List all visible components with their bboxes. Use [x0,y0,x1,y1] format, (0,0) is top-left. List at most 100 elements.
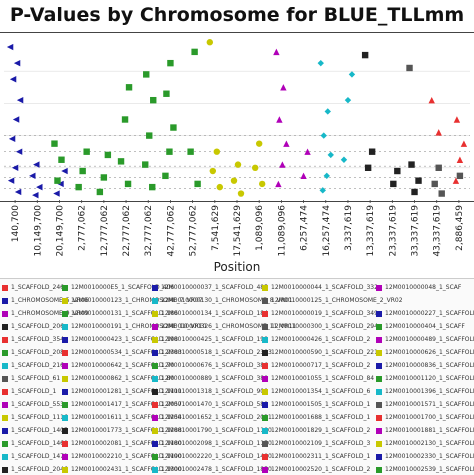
legend-item-7-0: 1_SCAFFOLD_61 [2,373,60,385]
legend-item-11-3: 12M0010001829_1_SCAFFOLD_2 [262,425,370,437]
x-tick-label-6: 32,777,062 [144,205,154,257]
data-point-s1-4 [79,167,86,175]
data-point-s4-4 [323,172,330,180]
legend-swatch [376,336,382,343]
data-point-s4-5 [319,187,326,194]
legend-item-10-4: 12M0010001700_1_SCAFFOLD [376,412,474,424]
legend-swatch [62,375,68,382]
legend-swatch [2,284,8,291]
data-point-s1-15 [146,132,153,139]
legend-item-3-0: 1_SCAFFOLD_206 [2,321,64,333]
data-point-s5-5 [408,161,415,168]
data-point-s2-1 [213,148,221,155]
x-tick-label-8: 52,777,062 [189,205,199,257]
legend-item-5-0: 1_SCAFFOLD_208 [2,347,64,359]
legend-swatch [2,310,8,317]
legend-label: 12M0010001470_1_SCAFFOLD_588 [161,401,268,408]
legend-label: 12M0010001318_1_SCAFFOLD_900 [161,388,268,395]
x-tick-label-7: 42,777,062 [166,205,176,257]
legend-item-14-1: 12M0010002431_1_SCAFFOLD_1300 [62,464,182,475]
legend-label: 12M0010002311_1_SCAFFOLD_1 [271,453,371,460]
data-point-s0-0 [6,43,14,51]
legend-item-6-1: 12M0010000642_1_SCAFFOLD_70 [62,360,174,372]
legend-label: 1_CHROMOSOME_5_VR06 [11,297,89,304]
x-tick-label-15: 3,337,619 [344,205,354,251]
legend-item-9-0: 1_SCAFFOLD_553 [2,399,64,411]
legend-panel: 1_SCAFFOLD_246 12M0010000E5_1_SCAFFOLD_40… [0,278,474,475]
legend-swatch [2,466,8,473]
legend-label: 12M0010002130_1_SCAFFOLD [385,440,474,447]
legend-swatch [62,336,68,343]
data-point-s1-20 [170,124,177,131]
legend-swatch [376,362,382,369]
legend-label: 12M0010002539_1_SCAFFOLD [385,466,474,473]
legend-swatch [152,310,158,317]
legend-label: 12M0010001688_1_SCAFFOLD_1 [271,414,371,421]
data-point-s3-7 [300,172,307,180]
legend-item-8-1: 12M0010001281_1_SCAFFOLD_1111 [62,386,182,398]
legend-swatch [2,401,8,408]
legend-label: 1_SCAFFOLD_208 [11,349,64,356]
legend-item-8-3: 12M0010001354_1_SCAFFOLD_6 [262,386,370,398]
legend-swatch [152,427,158,434]
data-point-s1-23 [191,48,198,56]
legend-item-1-1: 12M0010000123_1_CHROMOSOME_7_VR07 [62,295,203,307]
legend-label: 12M0010001505_1_SCAFFOLD_1 [271,401,371,408]
data-point-s2-2 [209,167,217,175]
legend-item-11-4: 12M0010001881_1_SCAFFOLD [376,425,474,437]
legend-swatch [62,310,68,317]
legend-label: 12M0010000048_1_SCAF [385,284,462,291]
legend-item-0-2: 12M0010000037_1_SCAFFOLD_485 [152,282,268,294]
legend-swatch [2,362,8,369]
legend-swatch [262,401,268,408]
x-tick-label-2: 20,149,700 [55,205,65,257]
legend-item-7-4: 12M0010001120_1_SCAFFOLD [376,373,474,385]
legend-item-3-2: 12M0010000326_1_CHROMOSOME_11_VR11 [152,321,296,333]
legend-item-0-4: 12M0010000048_1_SCAF [376,282,461,294]
x-tick-label-11: 1,089,096 [255,205,265,251]
data-point-s7-5 [452,177,460,184]
legend-label: 12M0010000423_1_SCAFFOLD_198 [71,336,178,343]
data-point-s2-9 [258,180,266,188]
legend-swatch [262,297,268,304]
legend-swatch [2,388,8,395]
data-point-s3-3 [283,140,290,147]
legend-swatch [2,349,8,356]
legend-label: 12M0010000642_1_SCAFFOLD_70 [71,362,175,369]
legend-label: 12M0010002220_1_SCAFFOLD_1400 [161,453,272,460]
data-point-s1-9 [125,84,133,91]
data-point-s1-16 [142,161,149,168]
data-point-s7-3 [460,140,468,147]
legend-swatch [62,284,68,291]
legend-swatch [376,388,382,395]
legend-label: 12M0010000590_1_SCAFFOLD_221 [271,349,378,356]
chart-title: P-Values by Chromosome for BLUE_TLLmm [9,4,465,26]
legend-swatch [62,401,68,408]
data-point-s4-2 [320,132,327,139]
tick-layer: 140,700 10,149,700 20,149,700 2,777,062 12,7… [11,200,465,257]
legend-label: 1_SCAFFOLD_246 [11,284,64,291]
legend-label: 12M0010000404_1_SCAFF [385,323,465,330]
legend-item-3-4: 12M0010000404_1_SCAFF [376,321,465,333]
legend-item-2-4: 12M0010000227_1_SCAFFOLD [376,308,474,320]
legend-label: 12M0010001120_1_SCAFFOLD [385,375,474,382]
legend-swatch [262,323,268,330]
legend-swatch [62,349,68,356]
data-point-s0-5 [8,135,16,143]
legend-swatch [62,297,68,304]
legend-item-5-2: 12M0010000518_1_SCAFFOLD_2383 [152,347,272,359]
data-point-s1-25 [194,180,201,188]
legend-swatch [152,297,158,304]
legend-item-8-2: 12M0010001318_1_SCAFFOLD_900 [152,386,268,398]
legend-swatch [62,388,68,395]
legend-item-13-1: 12M0010002210_1_SCAFFOLD_1190 [62,451,182,463]
legend-label: 12M0010000123_1_CHROMOSOME_7_VR07 [71,297,203,304]
legend-label: 12M0010000426_1_SCAFFOLD_2 [271,336,371,343]
legend-item-10-3: 12M0010001688_1_SCAFFOLD_1 [262,412,370,424]
data-point-s4-7 [344,96,352,104]
data-point-s6-4 [456,172,464,180]
legend-label: 12M0010001829_1_SCAFFOLD_2 [271,427,371,434]
legend-swatch [262,440,268,447]
legend-label: 12M0010000125_1_CHROMOSOME_2_VR02 [271,297,403,304]
data-point-s3-6 [304,148,311,155]
